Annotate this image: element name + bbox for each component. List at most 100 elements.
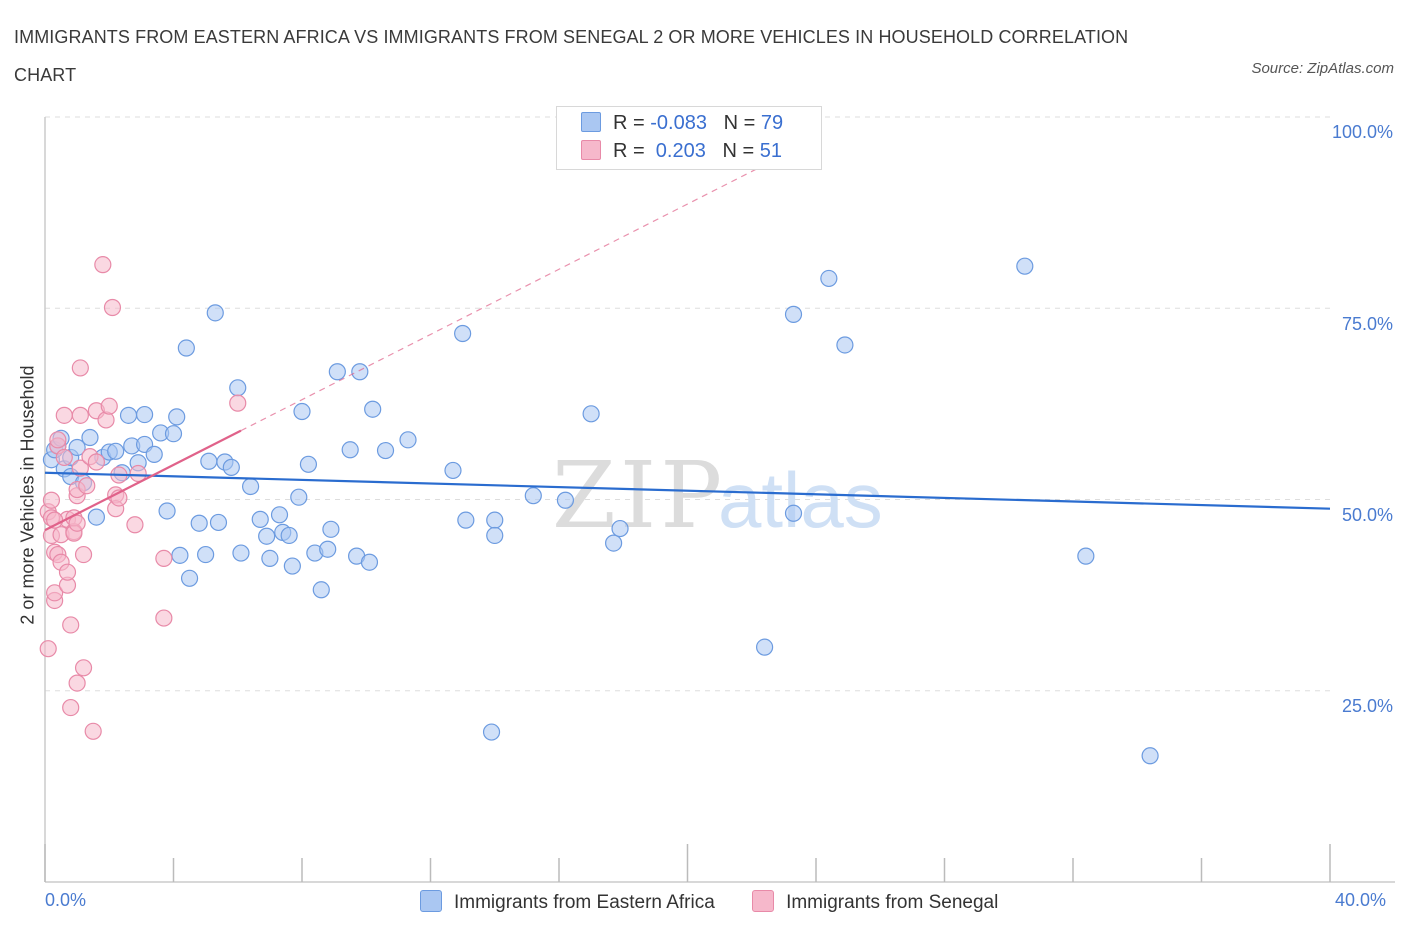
eastern-africa-point	[399, 431, 417, 449]
eastern-africa-point	[351, 363, 369, 381]
eastern-africa-point	[524, 487, 542, 505]
senegal-point	[155, 549, 173, 568]
eastern-africa-point	[820, 269, 838, 288]
eastern-africa-point	[200, 452, 218, 470]
eastern-africa-point	[328, 363, 346, 381]
eastern-africa-point	[209, 513, 228, 532]
legend-item-senegal: Immigrants from Senegal	[752, 890, 998, 914]
eastern-africa-point	[232, 544, 250, 562]
legend-r-label: R =	[613, 140, 651, 162]
senegal-point	[126, 516, 144, 534]
senegal-point	[78, 477, 96, 495]
eastern-africa-point	[158, 502, 176, 520]
eastern-africa-point	[222, 458, 240, 476]
eastern-africa-point	[457, 511, 475, 529]
legend-n-label: N =	[722, 140, 760, 162]
eastern-africa-point	[486, 511, 504, 529]
eastern-africa-point	[283, 557, 301, 575]
senegal-point	[103, 298, 122, 317]
eastern-africa-point	[177, 339, 195, 357]
senegal-point	[62, 698, 80, 717]
senegal-point	[42, 491, 61, 509]
eastern-africa-point	[119, 406, 138, 424]
legend-row-eastern-africa: R = -0.083 N = 79	[581, 112, 783, 138]
y-tick-label: 25.0%	[1341, 696, 1393, 716]
senegal-point	[46, 584, 64, 602]
eastern-africa-point	[755, 638, 774, 656]
eastern-africa-point	[322, 520, 340, 538]
senegal-point	[155, 609, 173, 627]
legend-item-label: Immigrants from Eastern Africa	[454, 892, 715, 913]
legend: R = -0.083 N = 79 R = 0.203 N = 51	[556, 106, 822, 170]
y-tick-label: 100.0%	[1331, 122, 1393, 142]
senegal-point	[49, 431, 67, 449]
eastern-africa-point	[376, 441, 395, 460]
eastern-africa-point	[360, 553, 379, 571]
legend-n-value: 79	[760, 112, 784, 134]
eastern-africa-point	[270, 506, 289, 524]
eastern-africa-point	[784, 305, 803, 323]
eastern-africa-point	[364, 400, 382, 418]
senegal-point	[71, 406, 89, 424]
eastern-africa-point	[81, 428, 99, 447]
eastern-africa-point	[784, 504, 803, 522]
points-layer	[39, 256, 1159, 765]
watermark-atlas: atlas	[718, 456, 883, 544]
legend-r-label: R =	[613, 112, 651, 134]
eastern-africa-point	[190, 514, 208, 532]
senegal-point	[129, 464, 147, 483]
eastern-africa-point	[611, 519, 629, 538]
legend-row-senegal: R = 0.203 N = 51	[581, 140, 782, 166]
pink-swatch-icon	[581, 140, 601, 160]
eastern-africa-point	[168, 408, 186, 426]
eastern-africa-point	[280, 526, 298, 545]
eastern-africa-point	[258, 527, 276, 545]
eastern-africa-point	[444, 461, 462, 480]
eastern-africa-point	[206, 304, 224, 322]
eastern-africa-point	[171, 546, 189, 564]
legend-item-eastern-africa: Immigrants from Eastern Africa	[420, 890, 715, 914]
eastern-africa-point	[836, 336, 854, 354]
eastern-africa-point	[556, 491, 575, 509]
eastern-africa-point	[229, 379, 247, 397]
senegal-trend-extension	[240, 138, 817, 432]
senegal-point	[71, 459, 89, 477]
pink-swatch-icon	[752, 890, 775, 912]
eastern-africa-point	[605, 534, 623, 552]
watermark-zip: ZIP	[552, 442, 726, 549]
legend-r-value: 0.203	[650, 140, 706, 162]
senegal-point	[87, 453, 106, 471]
chart-title: IMMIGRANTS FROM EASTERN AFRICA VS IMMIGR…	[14, 27, 1129, 85]
senegal-point	[229, 394, 247, 412]
blue-swatch-icon	[581, 112, 601, 132]
x-tick-label: 0.0%	[45, 890, 87, 910]
watermark-layer: ZIP atlas	[552, 442, 883, 549]
senegal-point	[55, 448, 73, 467]
y-tick-label: 50.0%	[1341, 505, 1393, 525]
eastern-africa-point	[242, 477, 260, 496]
senegal-point	[58, 563, 77, 581]
eastern-africa-point	[486, 526, 504, 545]
source-label: Source: ZipAtlas.com	[1251, 60, 1394, 77]
senegal-point	[55, 406, 73, 424]
eastern-africa-point	[87, 508, 106, 526]
eastern-africa-point	[251, 510, 269, 528]
senegal-point	[62, 616, 80, 634]
senegal-point	[74, 659, 93, 677]
bottom-legend: Immigrants from Eastern Africa Immigrant…	[420, 890, 1030, 914]
legend-n-value: 51	[759, 140, 783, 162]
legend-item-label: Immigrants from Senegal	[786, 892, 999, 913]
eastern-africa-point	[107, 442, 125, 460]
eastern-africa-point	[1077, 547, 1095, 565]
blue-swatch-icon	[420, 890, 442, 912]
eastern-africa-point	[454, 324, 472, 343]
eastern-africa-point	[319, 540, 337, 558]
senegal-point	[84, 722, 102, 740]
eastern-africa-point	[197, 545, 215, 564]
senegal-point	[71, 359, 89, 377]
senegal-point	[39, 640, 57, 658]
eastern-africa-point	[135, 405, 154, 424]
eastern-africa-point	[145, 445, 163, 463]
senegal-point	[68, 674, 86, 692]
